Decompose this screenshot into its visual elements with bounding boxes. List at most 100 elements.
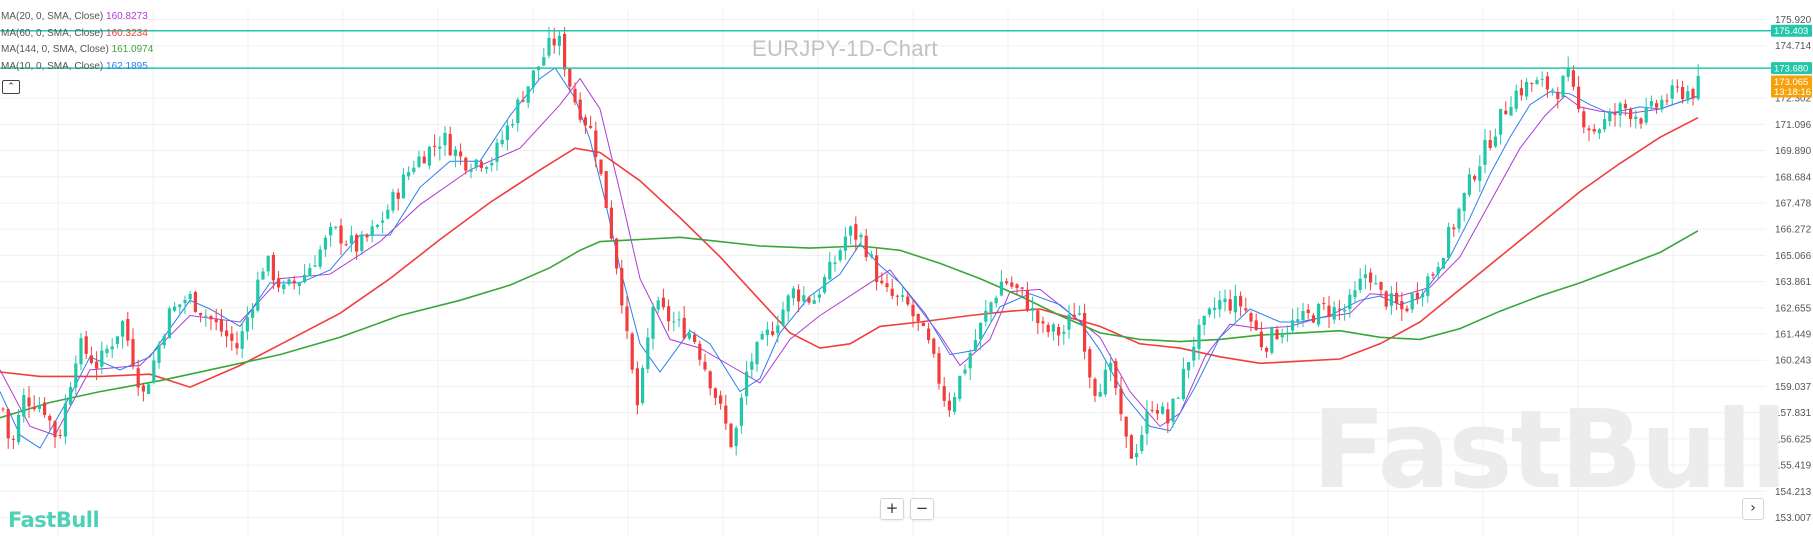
candle-body xyxy=(1566,67,1570,77)
y-tick-label: 161.449 xyxy=(1775,330,1812,341)
candle-body xyxy=(1077,313,1081,315)
candle-body xyxy=(1244,308,1248,311)
candle-body xyxy=(620,268,624,306)
zoom-in-button[interactable]: + xyxy=(880,498,904,520)
candle-body xyxy=(1109,362,1113,371)
candle-body xyxy=(1665,100,1669,102)
candle-body xyxy=(266,255,270,272)
candle-body xyxy=(1088,349,1092,378)
candle-body xyxy=(1041,321,1045,324)
candle-body xyxy=(604,171,608,209)
candle-body xyxy=(1155,410,1159,414)
candle-body xyxy=(1400,301,1404,310)
candle-body xyxy=(1093,378,1097,396)
ma-line xyxy=(0,230,1699,419)
candle-body xyxy=(1,408,5,410)
candle-body xyxy=(1556,92,1560,99)
candle-body xyxy=(1514,90,1518,109)
candle-body xyxy=(609,207,613,239)
candle-body xyxy=(838,250,842,261)
y-tick-label: 174.714 xyxy=(1775,41,1812,52)
candle-body xyxy=(1213,307,1217,310)
candle-body xyxy=(932,338,936,354)
candle-body xyxy=(953,396,957,412)
y-tick-label: 165.066 xyxy=(1775,251,1812,262)
candle-body xyxy=(843,236,847,251)
candle-body xyxy=(225,330,229,337)
legend-value: 161.0974 xyxy=(111,44,154,55)
candle-body xyxy=(1488,140,1492,148)
candle-body xyxy=(1187,362,1191,371)
candle-body xyxy=(1072,314,1076,318)
candle-body xyxy=(282,284,286,290)
chevron-up-icon[interactable]: ⌃ xyxy=(2,80,20,94)
candle-body xyxy=(547,37,551,56)
candle-body xyxy=(1608,112,1612,122)
candle-body xyxy=(1530,83,1534,85)
candle-body xyxy=(1067,314,1071,330)
candle-body xyxy=(261,271,265,280)
candle-body xyxy=(516,99,520,124)
candle-body xyxy=(833,262,837,264)
candle-body xyxy=(1629,109,1633,120)
candle-body xyxy=(1270,327,1274,353)
candle-body xyxy=(292,280,296,284)
candle-body xyxy=(1301,311,1305,321)
candle-body xyxy=(1577,86,1581,109)
candle-body xyxy=(797,289,801,302)
price-tag-label: 175.403 xyxy=(1774,26,1808,37)
candle-body xyxy=(1254,320,1258,331)
candle-body xyxy=(968,352,972,369)
candle-body xyxy=(1613,112,1617,115)
candle-body xyxy=(407,172,411,177)
candle-body xyxy=(1005,281,1009,284)
legend-item-ma144: MA(144, 0, SMA, Close) 161.0974 xyxy=(1,42,153,59)
candle-body xyxy=(765,329,769,336)
candle-body xyxy=(823,277,827,293)
y-tick-label: 159.037 xyxy=(1775,382,1812,393)
chevron-right-icon[interactable]: › xyxy=(1742,498,1764,520)
candle-body xyxy=(209,316,213,320)
countdown-label: 13:18:16 xyxy=(1774,87,1811,98)
y-tick-label: 175.920 xyxy=(1775,15,1812,26)
candle-body xyxy=(1166,409,1170,424)
legend-value: 162.1895 xyxy=(106,60,148,72)
candle-body xyxy=(95,361,99,369)
candle-body xyxy=(979,322,983,340)
candle-body xyxy=(1675,86,1679,88)
candle-body xyxy=(1218,300,1222,310)
candle-body xyxy=(1696,76,1700,99)
candle-body xyxy=(1098,391,1102,397)
legend-value: 160.3234 xyxy=(106,27,148,39)
candle-body xyxy=(786,295,790,312)
candle-body xyxy=(755,342,759,365)
candle-body xyxy=(651,306,655,339)
zoom-out-button[interactable]: − xyxy=(910,498,934,520)
candle-body xyxy=(89,355,93,363)
candle-body xyxy=(1306,309,1310,314)
candle-body xyxy=(1655,103,1659,108)
candle-body xyxy=(802,295,806,302)
candle-body xyxy=(63,403,67,437)
candle-body xyxy=(100,350,104,367)
candle-body xyxy=(152,360,156,383)
candle-body xyxy=(271,254,275,281)
candle-body xyxy=(193,291,197,312)
candle-body xyxy=(495,142,499,162)
candle-body xyxy=(713,388,717,398)
candle-body xyxy=(646,337,650,369)
candle-body xyxy=(557,35,561,46)
candle-body xyxy=(79,338,83,365)
candle-body xyxy=(1603,119,1607,130)
candle-body xyxy=(339,225,343,244)
candle-body xyxy=(687,333,691,339)
candle-body xyxy=(994,297,998,304)
candle-body xyxy=(448,133,452,156)
candle-body xyxy=(505,125,509,141)
candle-body xyxy=(1670,85,1674,99)
candle-body xyxy=(391,191,395,211)
candle-body xyxy=(235,343,239,349)
candle-body xyxy=(859,234,863,238)
candle-body xyxy=(817,294,821,298)
